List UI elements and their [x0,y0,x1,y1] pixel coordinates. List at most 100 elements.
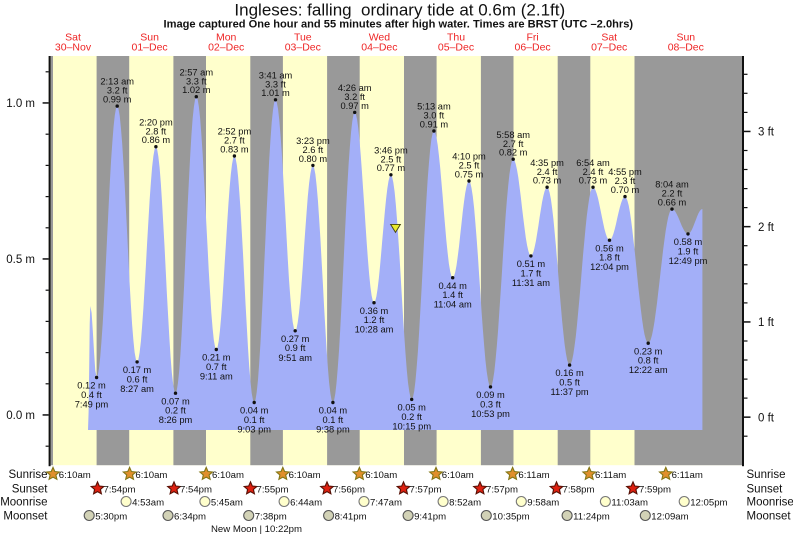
svg-text:10:35pm: 10:35pm [492,512,529,523]
svg-text:9:03 pm: 9:03 pm [237,425,271,435]
svg-text:7:54pm: 7:54pm [180,485,212,496]
svg-text:0.99 m: 0.99 m [103,95,132,105]
svg-text:1.02 m: 1.02 m [182,85,211,95]
svg-text:7:59pm: 7:59pm [639,485,671,496]
svg-text:8:26 pm: 8:26 pm [159,415,193,425]
svg-text:6:10am: 6:10am [59,470,91,481]
svg-text:0.82 m: 0.82 m [499,148,528,158]
svg-text:1 ft: 1 ft [758,317,775,329]
svg-text:1.8 ft: 1.8 ft [599,253,620,263]
svg-text:04–Dec: 04–Dec [361,41,397,53]
svg-text:Sunset: Sunset [12,484,49,496]
svg-text:6:11am: 6:11am [518,470,549,481]
svg-text:6:44am: 6:44am [290,498,322,509]
svg-text:Image captured One hour and 55: Image captured One hour and 55 minutes a… [164,19,634,31]
svg-text:Sunset: Sunset [747,484,784,496]
svg-text:0.70 m: 0.70 m [611,185,640,195]
svg-text:1.2 ft: 1.2 ft [364,315,385,325]
svg-text:0.73 m: 0.73 m [533,176,562,186]
svg-text:Moonset: Moonset [3,511,48,523]
svg-text:08–Dec: 08–Dec [668,41,704,53]
svg-text:0.4 ft: 0.4 ft [81,390,102,400]
svg-text:1.9 ft: 1.9 ft [678,246,699,256]
svg-text:6:11am: 6:11am [672,470,703,481]
svg-text:11:04 am: 11:04 am [434,300,472,310]
svg-text:03–Dec: 03–Dec [285,41,321,53]
svg-text:0.73 m: 0.73 m [579,176,608,186]
svg-text:05–Dec: 05–Dec [438,41,474,53]
svg-text:10:53 pm: 10:53 pm [471,409,510,419]
svg-text:11:24pm: 11:24pm [573,512,610,523]
svg-text:0.0 m: 0.0 m [6,410,35,422]
svg-text:0.2 ft: 0.2 ft [401,412,422,422]
svg-text:0.9 ft: 0.9 ft [285,343,306,353]
svg-text:9:41pm: 9:41pm [414,512,446,523]
svg-text:7:47am: 7:47am [370,498,402,509]
svg-text:6:34pm: 6:34pm [174,512,206,523]
svg-text:6:10am: 6:10am [135,470,167,481]
svg-text:1.4 ft: 1.4 ft [442,290,463,300]
svg-text:Moonset: Moonset [747,511,792,523]
svg-text:0.83 m: 0.83 m [220,144,249,154]
svg-text:30–Nov: 30–Nov [55,41,92,53]
svg-text:0.91 m: 0.91 m [420,119,449,129]
svg-text:0.75 m: 0.75 m [455,169,484,179]
svg-text:6:10am: 6:10am [212,470,244,481]
svg-text:7:49 pm: 7:49 pm [75,400,109,410]
svg-text:12:04 pm: 12:04 pm [590,262,629,272]
svg-text:0.1 ft: 0.1 ft [244,415,265,425]
svg-text:9:38 pm: 9:38 pm [316,425,350,435]
svg-text:0.8 ft: 0.8 ft [638,356,659,366]
svg-text:07–Dec: 07–Dec [591,41,627,53]
svg-text:10:28 am: 10:28 am [355,325,394,335]
svg-text:0.5 ft: 0.5 ft [559,378,580,388]
svg-text:6:10am: 6:10am [442,470,474,481]
svg-text:11:03am: 11:03am [611,498,648,509]
svg-text:5:30pm: 5:30pm [95,512,127,523]
svg-text:1.7 ft: 1.7 ft [521,268,542,278]
svg-text:0 ft: 0 ft [758,412,775,424]
svg-text:5:45am: 5:45am [211,498,243,509]
svg-text:7:38pm: 7:38pm [255,512,287,523]
svg-text:8:52am: 8:52am [449,498,481,509]
svg-text:02–Dec: 02–Dec [208,41,244,53]
svg-text:0.5 m: 0.5 m [6,254,35,266]
svg-text:6:11am: 6:11am [595,470,626,481]
svg-text:8:27 am: 8:27 am [120,384,154,394]
svg-text:0.97 m: 0.97 m [340,101,369,111]
svg-text:3 ft: 3 ft [758,127,775,139]
svg-text:0.7 ft: 0.7 ft [206,362,227,372]
svg-text:0.3 ft: 0.3 ft [480,399,501,409]
svg-text:9:58am: 9:58am [527,498,559,509]
svg-text:11:37 pm: 11:37 pm [551,387,589,397]
svg-text:Moonrise: Moonrise [0,497,47,509]
svg-text:0.77 m: 0.77 m [377,163,406,173]
svg-text:12:49 pm: 12:49 pm [669,256,708,266]
svg-text:0.80 m: 0.80 m [299,154,328,164]
svg-text:9:11 am: 9:11 am [200,372,233,382]
svg-text:12:22 am: 12:22 am [629,365,668,375]
svg-text:12:05pm: 12:05pm [690,498,727,509]
svg-text:7:54pm: 7:54pm [104,485,136,496]
svg-text:Sunrise: Sunrise [747,469,786,481]
svg-text:7:57pm: 7:57pm [486,485,518,496]
svg-text:Sunrise: Sunrise [9,469,48,481]
svg-text:Ingleses: falling ordinary ti: Ingleses: falling ordinary tide at 0.6m … [234,1,565,20]
svg-text:12:09am: 12:09am [651,512,688,523]
svg-text:7:57pm: 7:57pm [410,485,442,496]
svg-text:Moonrise: Moonrise [747,497,793,509]
svg-text:0.1 ft: 0.1 ft [323,415,344,425]
svg-text:7:58pm: 7:58pm [563,485,595,496]
svg-text:1.01 m: 1.01 m [261,88,290,98]
svg-text:7:56pm: 7:56pm [333,485,365,496]
svg-text:New Moon | 10:22pm: New Moon | 10:22pm [211,524,302,535]
svg-text:0.86 m: 0.86 m [142,135,171,145]
svg-text:6:10am: 6:10am [289,470,321,481]
svg-text:4:53am: 4:53am [132,498,164,509]
svg-text:0.66 m: 0.66 m [658,198,687,208]
svg-text:9:51 am: 9:51 am [278,353,312,363]
svg-text:8:41pm: 8:41pm [335,512,367,523]
svg-text:1.0 m: 1.0 m [6,98,35,110]
svg-text:0.2 ft: 0.2 ft [165,406,186,416]
svg-text:01–Dec: 01–Dec [131,41,167,53]
